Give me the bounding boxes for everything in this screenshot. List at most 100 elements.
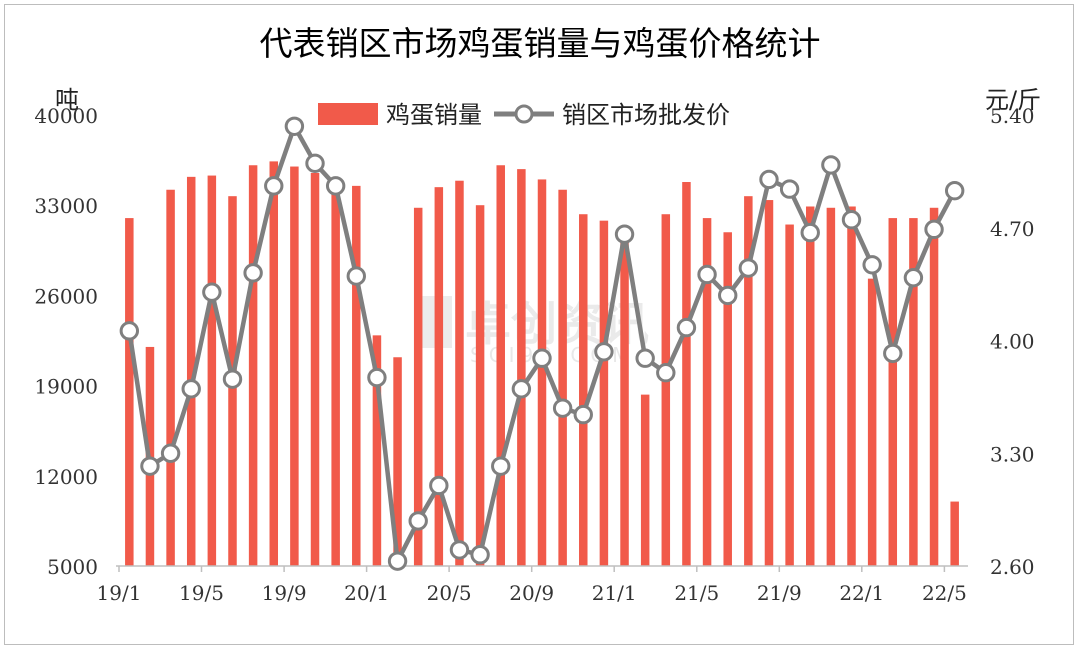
price-point — [284, 116, 305, 136]
price-point — [614, 224, 635, 244]
bar — [599, 220, 609, 566]
chart-title: 代表销区市场鸡蛋销量与鸡蛋价格统计 — [260, 24, 821, 63]
price-point — [119, 321, 140, 341]
legend-bar-swatch — [318, 103, 378, 125]
legend: 鸡蛋销量 销区市场批发价 — [318, 101, 730, 129]
bar — [248, 165, 258, 566]
price-point — [491, 456, 511, 476]
bar — [929, 207, 939, 566]
right-axis-unit: 元/斤 — [985, 86, 1041, 114]
price-point — [367, 367, 387, 388]
bar — [888, 218, 898, 566]
bar — [166, 189, 175, 567]
price-point — [181, 379, 201, 399]
price-point — [140, 456, 160, 476]
bar — [640, 394, 650, 566]
bar — [579, 214, 588, 566]
price-point — [222, 369, 243, 389]
price-point — [160, 443, 181, 463]
bar — [393, 357, 402, 566]
x-tick-label: 21/5 — [674, 581, 719, 605]
price-point — [594, 342, 614, 362]
bar — [682, 182, 691, 566]
price-point — [325, 176, 346, 196]
bar — [764, 200, 774, 567]
price-point — [387, 551, 408, 571]
bar — [434, 187, 444, 566]
price-point — [676, 317, 697, 338]
price-point — [656, 363, 676, 383]
price-point — [862, 255, 882, 275]
price-point — [800, 222, 820, 243]
right-tick-label: 5.40 — [990, 104, 1035, 128]
bar — [310, 172, 320, 567]
price-point — [738, 258, 759, 278]
x-tick-label: 20/5 — [427, 581, 472, 605]
bar — [909, 218, 918, 566]
left-tick-label: 19000 — [34, 375, 98, 399]
bar — [847, 206, 856, 567]
price-point — [573, 404, 593, 425]
right-tick-label: 2.60 — [990, 555, 1035, 579]
price-point — [635, 348, 655, 368]
bar — [496, 165, 505, 566]
left-tick-label: 26000 — [34, 284, 98, 308]
bar — [186, 176, 196, 566]
legend-line-marker — [514, 104, 534, 124]
price-point — [264, 176, 284, 196]
price-point — [429, 475, 449, 496]
bar — [475, 205, 485, 566]
bar — [372, 335, 382, 566]
bar — [702, 218, 712, 566]
bar — [826, 207, 836, 566]
right-axis-ticks: 2.60 3.30 4.00 4.70 5.40 — [990, 104, 1035, 579]
bar — [661, 214, 671, 566]
price-point — [924, 219, 944, 240]
price-point — [202, 282, 222, 302]
price-point — [944, 181, 965, 201]
bar — [455, 180, 464, 566]
legend-line-label: 销区市场批发价 — [562, 101, 730, 129]
left-tick-label: 5000 — [47, 555, 98, 579]
x-tick-label: 20/9 — [509, 581, 554, 605]
x-tick-label: 20/1 — [344, 581, 389, 605]
bar-series — [125, 161, 959, 567]
price-point — [841, 210, 862, 230]
left-axis-unit: 吨 — [55, 86, 79, 114]
price-point — [470, 545, 490, 565]
line-series — [119, 116, 965, 571]
x-tick-label: 19/5 — [179, 581, 224, 605]
price-point — [552, 398, 573, 418]
price-point — [759, 169, 779, 190]
left-tick-label: 12000 — [34, 465, 98, 489]
bar — [269, 161, 279, 566]
price-point — [305, 153, 325, 174]
price-point — [883, 343, 903, 364]
left-tick-label: 40000 — [34, 104, 98, 128]
bar — [517, 169, 526, 566]
bar — [290, 166, 299, 567]
bar — [558, 189, 567, 567]
right-tick-label: 3.30 — [990, 442, 1035, 466]
bar — [950, 501, 959, 566]
bar — [867, 278, 877, 566]
price-point — [243, 263, 263, 283]
x-tick-label: 19/9 — [262, 581, 307, 605]
price-point — [408, 511, 428, 531]
bar — [125, 218, 134, 566]
price-point — [821, 155, 841, 175]
bar — [413, 207, 423, 566]
price-point — [697, 264, 717, 285]
bar — [744, 196, 753, 566]
price-point — [718, 285, 738, 306]
right-tick-label: 4.00 — [990, 330, 1035, 354]
price-point — [779, 179, 800, 199]
price-point — [532, 348, 552, 368]
bar — [620, 233, 629, 567]
bar — [785, 224, 794, 566]
x-tick-label: 19/1 — [97, 581, 142, 605]
x-tick-label: 21/1 — [592, 581, 637, 605]
price-point — [449, 540, 470, 560]
x-tick-label: 22/1 — [839, 581, 884, 605]
